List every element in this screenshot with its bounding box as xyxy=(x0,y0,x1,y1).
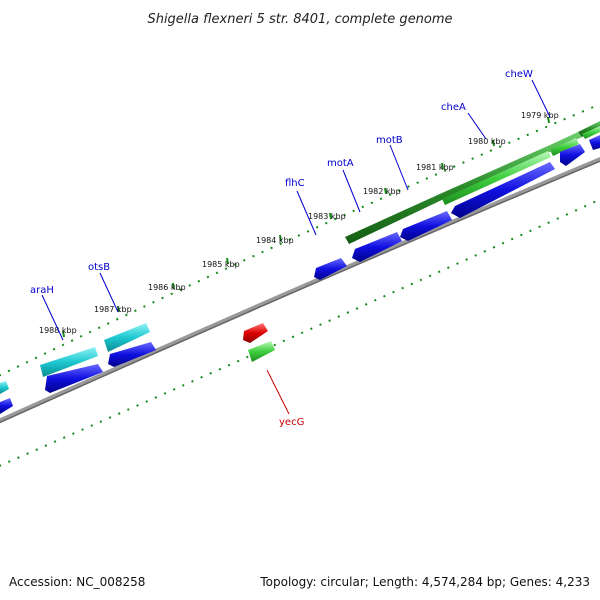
genome-backbone xyxy=(0,157,600,423)
gene-label-cheW: cheW xyxy=(505,69,533,80)
cds-block-1 xyxy=(560,144,585,166)
tick-label-1988: 1988 kbp xyxy=(39,326,77,335)
gene-label-flhC: flhC xyxy=(285,178,305,189)
forward-gene-track xyxy=(345,121,600,244)
gene-block-green-tail xyxy=(578,121,600,137)
tick-label-1987: 1987 kbp xyxy=(94,305,132,314)
cds-block-9 xyxy=(0,398,13,414)
gene-block-green xyxy=(345,132,582,244)
gene-label-otsB: otsB xyxy=(88,262,110,273)
gene-block-light-3 xyxy=(582,126,600,139)
gene-yecG-feature xyxy=(248,341,275,362)
tick-label-1983: 1983 kbp xyxy=(308,212,346,221)
tick-label-1979: 1979 kbp xyxy=(521,111,559,120)
tick-label-1984: 1984 kbp xyxy=(256,236,294,245)
tick-labels: 1979 kbp 1980 kbp 1981 kbp 1982 kbp 1983… xyxy=(39,111,559,335)
gene-block-light-2 xyxy=(550,138,579,156)
gene-labels: cheW cheA motB motA flhC otsB araH yecG xyxy=(30,69,551,428)
gene-red-feature xyxy=(243,323,268,343)
tick-label-1986: 1986 kbp xyxy=(148,283,186,292)
cds-block-7 xyxy=(108,342,156,367)
tick-label-1982: 1982 kbp xyxy=(363,187,401,196)
cds-block-5 xyxy=(352,232,402,262)
inner-tick-ring xyxy=(0,198,600,467)
gene-label-motB: motB xyxy=(376,135,403,146)
cds-cyan-2 xyxy=(40,347,98,377)
cds-block-3 xyxy=(451,162,555,218)
forward-cds-track xyxy=(0,323,150,394)
gene-label-cheA: cheA xyxy=(441,102,466,113)
gene-label-yecG: yecG xyxy=(279,417,304,428)
cds-block-6 xyxy=(314,258,347,280)
cds-cyan-3 xyxy=(0,381,9,394)
cds-cyan-1 xyxy=(104,323,150,352)
tick-label-1980: 1980 kbp xyxy=(468,137,506,146)
accession-text: Accession: NC_008258 xyxy=(9,575,145,589)
tick-label-1981: 1981 kbp xyxy=(416,163,454,172)
gene-block-light xyxy=(442,151,551,205)
cds-block-8 xyxy=(45,364,103,393)
cds-block-2 xyxy=(589,135,600,150)
gene-label-araH: araH xyxy=(30,285,54,296)
outer-major-ticks xyxy=(62,116,550,338)
outer-tick-ring xyxy=(0,103,600,377)
tick-label-1985: 1985 kbp xyxy=(202,260,240,269)
genome-summary-text: Topology: circular; Length: 4,574,284 bp… xyxy=(259,575,590,589)
gene-label-motA: motA xyxy=(327,158,354,169)
cds-block-4 xyxy=(400,211,452,241)
map-title: Shigella flexneri 5 str. 8401, complete … xyxy=(147,12,452,27)
reverse-cds-track xyxy=(0,135,600,414)
